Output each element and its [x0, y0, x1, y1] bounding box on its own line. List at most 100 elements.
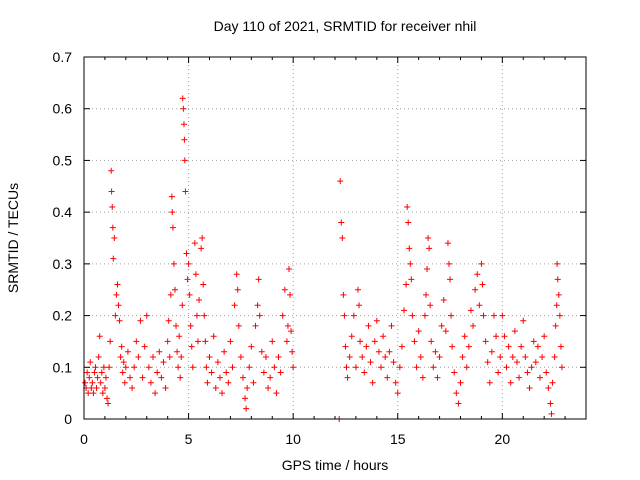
y-tick-label: 0.3 [53, 256, 73, 272]
data-point [438, 322, 445, 329]
data-point [118, 343, 125, 350]
data-point [355, 286, 362, 293]
data-point [111, 235, 118, 241]
data-point [337, 178, 344, 185]
data-point [384, 374, 391, 381]
data-point [424, 266, 431, 273]
data-point [357, 338, 364, 345]
data-point [405, 219, 412, 226]
data-point [516, 374, 523, 381]
y-tick-label: 0.2 [53, 308, 73, 324]
data-point [447, 276, 454, 283]
data-point [284, 322, 291, 329]
data-point [369, 379, 376, 386]
data-point [117, 353, 124, 360]
data-point [208, 369, 215, 376]
data-point [186, 291, 193, 298]
data-point [422, 291, 429, 298]
data-point [168, 193, 175, 200]
data-point [488, 348, 495, 355]
y-axis-label: SRMTID / TECUs [5, 183, 21, 293]
data-point [290, 364, 297, 371]
data-point [106, 364, 113, 371]
data-point [344, 374, 351, 381]
data-point [262, 353, 269, 360]
data-point [98, 369, 105, 376]
data-point [86, 374, 93, 381]
data-point [484, 359, 491, 366]
data-point [171, 286, 178, 293]
data-point [107, 338, 114, 345]
data-point [85, 390, 92, 397]
data-point [495, 369, 502, 376]
data-point [258, 348, 265, 355]
data-point [415, 328, 422, 335]
data-point [124, 348, 131, 355]
data-point [181, 136, 188, 143]
data-point [530, 338, 537, 345]
data-point [465, 343, 472, 350]
data-point [545, 384, 552, 391]
data-point [254, 302, 261, 309]
data-point [225, 379, 232, 386]
data-point [267, 374, 274, 381]
data-point [102, 374, 109, 381]
data-point [455, 400, 462, 407]
data-point [552, 322, 559, 329]
data-point [339, 235, 346, 241]
data-point [156, 348, 163, 355]
data-point [524, 369, 531, 376]
data-point [94, 374, 101, 381]
data-point [541, 333, 548, 340]
data-point [375, 348, 382, 355]
data-point [91, 369, 98, 376]
data-point [139, 374, 146, 381]
data-point [269, 338, 276, 345]
data-point [273, 390, 280, 397]
data-point [419, 374, 426, 381]
data-point [105, 400, 112, 407]
data-point [425, 235, 432, 241]
x-tick-label: 0 [80, 431, 88, 447]
data-point [162, 384, 169, 391]
data-point [350, 312, 357, 319]
data-point [493, 333, 500, 340]
data-point [119, 369, 126, 376]
data-point [129, 384, 136, 391]
data-point [116, 317, 123, 324]
data-point [365, 322, 372, 329]
data-point [150, 353, 157, 360]
data-point [394, 390, 401, 397]
data-point [554, 260, 561, 267]
data-point [417, 353, 424, 360]
data-point [244, 384, 251, 391]
data-point [497, 353, 504, 360]
data-point [143, 312, 150, 319]
plot-frame [83, 56, 587, 420]
data-point [233, 271, 240, 278]
data-point [104, 395, 111, 402]
data-point [191, 240, 198, 247]
data-point [109, 224, 116, 231]
data-point [279, 312, 286, 319]
data-point [281, 286, 288, 293]
data-point [95, 353, 102, 360]
data-point [196, 297, 203, 304]
data-point [121, 379, 128, 386]
data-point [448, 312, 455, 319]
data-point [430, 364, 437, 371]
data-point [206, 353, 213, 360]
data-point [536, 374, 543, 381]
data-point [409, 312, 416, 319]
data-point [352, 364, 359, 371]
data-point [501, 333, 508, 340]
data-point [127, 374, 134, 381]
data-point [204, 379, 211, 386]
data-point [509, 353, 516, 360]
data-point [482, 338, 489, 345]
data-point [243, 405, 250, 412]
data-point [543, 369, 550, 376]
data-point [165, 317, 172, 324]
data-point [549, 379, 556, 386]
data-point [210, 333, 217, 340]
